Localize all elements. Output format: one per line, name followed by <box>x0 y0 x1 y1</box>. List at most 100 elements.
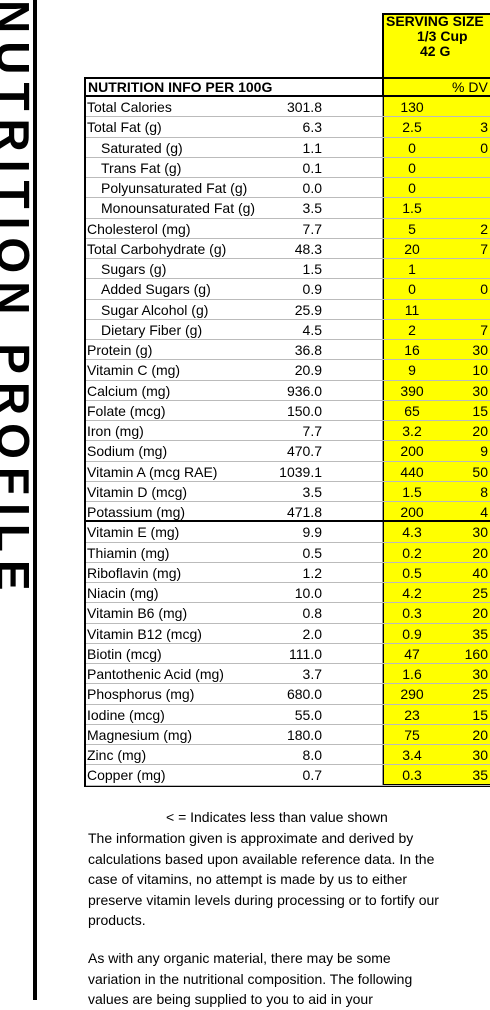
paragraph-line: values are being supplied to you to aid … <box>88 991 373 1007</box>
paragraph-line: case of vitamins, no attempt is made by … <box>88 871 408 887</box>
per-serving-value: 0 <box>408 159 416 176</box>
per-100g-value: 680.0 <box>286 686 322 703</box>
daily-value: 25 <box>472 585 488 601</box>
table-row: Iodine (mcg) 55.0 23 15 <box>86 705 490 725</box>
per-100g-value: 0.0 <box>302 180 322 196</box>
per-100g-value: 1039.1 <box>279 463 322 480</box>
nutrient-name: Biotin (mcg) <box>87 645 162 662</box>
per-100g-value: 0.9 <box>302 281 322 298</box>
nutrition-rows: Total Calories 301.8 130 Total Fat (g) 6.3 2.… <box>86 97 490 786</box>
per-serving-value: 9 <box>408 362 416 379</box>
daily-value: 3 <box>480 119 488 136</box>
nutrient-name: Riboflavin (mg) <box>87 564 182 581</box>
daily-value: 30 <box>472 342 488 358</box>
daily-value: 30 <box>472 747 488 763</box>
table-row: Niacin (mg) 10.0 4.2 25 <box>86 583 490 604</box>
side-rule <box>33 0 37 1000</box>
daily-value: 30 <box>472 524 488 541</box>
table-row: Folate (mcg) 150.0 65 15 <box>86 401 490 421</box>
per-100g-value: 1.5 <box>302 261 322 277</box>
per-serving-value: 5 <box>408 220 416 237</box>
nutrient-name: Sodium (mg) <box>87 443 168 460</box>
serving-size-header: SERVING SIZE 1/3 Cup 42 G <box>384 14 490 59</box>
per-serving-value: 2.5 <box>402 119 422 136</box>
per-serving-value: 16 <box>404 342 420 358</box>
per-serving-value: 1.5 <box>402 200 422 217</box>
per-100g-value: 301.8 <box>286 99 322 115</box>
nutrient-name: Added Sugars (g) <box>101 281 211 298</box>
nutrient-name: Vitamin E (mg) <box>87 524 180 541</box>
per-100g-value: 150.0 <box>286 402 322 419</box>
table-title: NUTRITION INFO PER 100G <box>88 79 273 95</box>
nutrient-name: Vitamin D (mcg) <box>87 483 188 500</box>
per-100g-value: 3.7 <box>302 666 322 682</box>
per-100g-value: 470.7 <box>286 443 322 460</box>
nutrient-name: Potassium (mg) <box>87 504 186 520</box>
nutrient-name: Niacin (mg) <box>87 585 159 601</box>
daily-value: 20 <box>472 605 488 622</box>
nutrient-name: Dietary Fiber (g) <box>101 321 203 338</box>
serving-size-grams: 42 G <box>420 44 451 59</box>
serving-size-amount: 1/3 Cup <box>417 29 468 44</box>
paragraph-line: The information given is approximate and… <box>88 830 414 846</box>
serving-column-highlight <box>382 13 490 786</box>
per-100g-value: 25.9 <box>294 301 322 318</box>
per-100g-value: 6.3 <box>302 119 322 136</box>
per-100g-value: 0.5 <box>302 544 322 561</box>
nutrient-name: Pantothenic Acid (mg) <box>87 666 224 682</box>
table-row: Vitamin D (mcg) 3.5 1.5 8 <box>86 482 490 502</box>
per-100g-value: 7.7 <box>302 423 322 439</box>
per-100g-value: 9.9 <box>302 524 322 541</box>
daily-value: 0 <box>480 281 488 298</box>
table-row: Saturated (g) 1.1 0 0 <box>86 138 490 158</box>
daily-value: 9 <box>480 443 488 460</box>
table-row: Vitamin A (mcg RAE) 1039.1 440 50 <box>86 462 490 482</box>
paragraph-line: variation in the nutritional composition… <box>88 970 413 987</box>
per-100g-value: 0.8 <box>302 605 322 622</box>
per-serving-value: 11 <box>404 301 420 318</box>
nutrient-name: Zinc (mg) <box>87 747 147 763</box>
table-row: Dietary Fiber (g) 4.5 2 7 <box>86 320 490 340</box>
daily-value: 2 <box>480 220 488 237</box>
per-serving-value: 0 <box>408 281 416 298</box>
nutrient-name: Sugar Alcohol (g) <box>101 301 209 318</box>
nutrient-name: Saturated (g) <box>101 139 183 156</box>
per-100g-value: 1.2 <box>302 564 322 581</box>
table-row: Biotin (mcg) 111.0 47 160 <box>86 644 490 664</box>
per-100g-value: 8.0 <box>302 747 322 763</box>
table-row: Sodium (mg) 470.7 200 9 <box>86 441 490 462</box>
per-100g-value: 0.1 <box>302 159 322 176</box>
table-row: Vitamin E (mg) 9.9 4.3 30 <box>86 522 490 543</box>
paragraph-line: calculations based upon available refere… <box>88 850 435 867</box>
per-100g-value: 55.0 <box>294 706 322 723</box>
per-serving-value: 200 <box>400 443 424 460</box>
table-row: Cholesterol (mg) 7.7 5 2 <box>86 219 490 239</box>
daily-value: 50 <box>472 463 488 480</box>
table-row: Magnesium (mg) 180.0 75 20 <box>86 725 490 745</box>
table-row: Total Carbohydrate (g) 48.3 20 7 <box>86 239 490 259</box>
per-serving-value: 2 <box>408 321 416 338</box>
per-serving-value: 65 <box>404 402 420 419</box>
nutrient-name: Vitamin C (mg) <box>87 362 181 379</box>
per-100g-value: 48.3 <box>294 240 322 257</box>
table-row: Potassium (mg) 471.8 200 4 <box>86 502 490 523</box>
per-serving-value: 1.5 <box>402 483 422 500</box>
nutrient-name: Protein (g) <box>87 342 153 358</box>
header-divider <box>84 95 490 97</box>
per-serving-value: 440 <box>400 463 424 480</box>
table-row: Pantothenic Acid (mg) 3.7 1.6 30 <box>86 664 490 685</box>
per-serving-value: 3.4 <box>402 747 422 763</box>
per-serving-value: 47 <box>404 645 420 662</box>
serving-size-label: SERVING SIZE <box>386 14 484 29</box>
dv-header: % DV <box>452 79 488 95</box>
per-100g-value: 7.7 <box>302 220 322 237</box>
per-100g-value: 4.5 <box>302 321 322 338</box>
per-100g-value: 3.5 <box>302 483 322 500</box>
nutrient-name: Sugars (g) <box>101 261 167 277</box>
table-row: Polyunsaturated Fat (g) 0.0 0 <box>86 178 490 199</box>
daily-value: 8 <box>480 483 488 500</box>
nutrient-name: Total Calories <box>87 99 172 115</box>
per-100g-value: 471.8 <box>286 504 322 520</box>
nutrient-name: Polyunsaturated Fat (g) <box>101 180 248 196</box>
per-100g-value: 20.9 <box>294 362 322 379</box>
